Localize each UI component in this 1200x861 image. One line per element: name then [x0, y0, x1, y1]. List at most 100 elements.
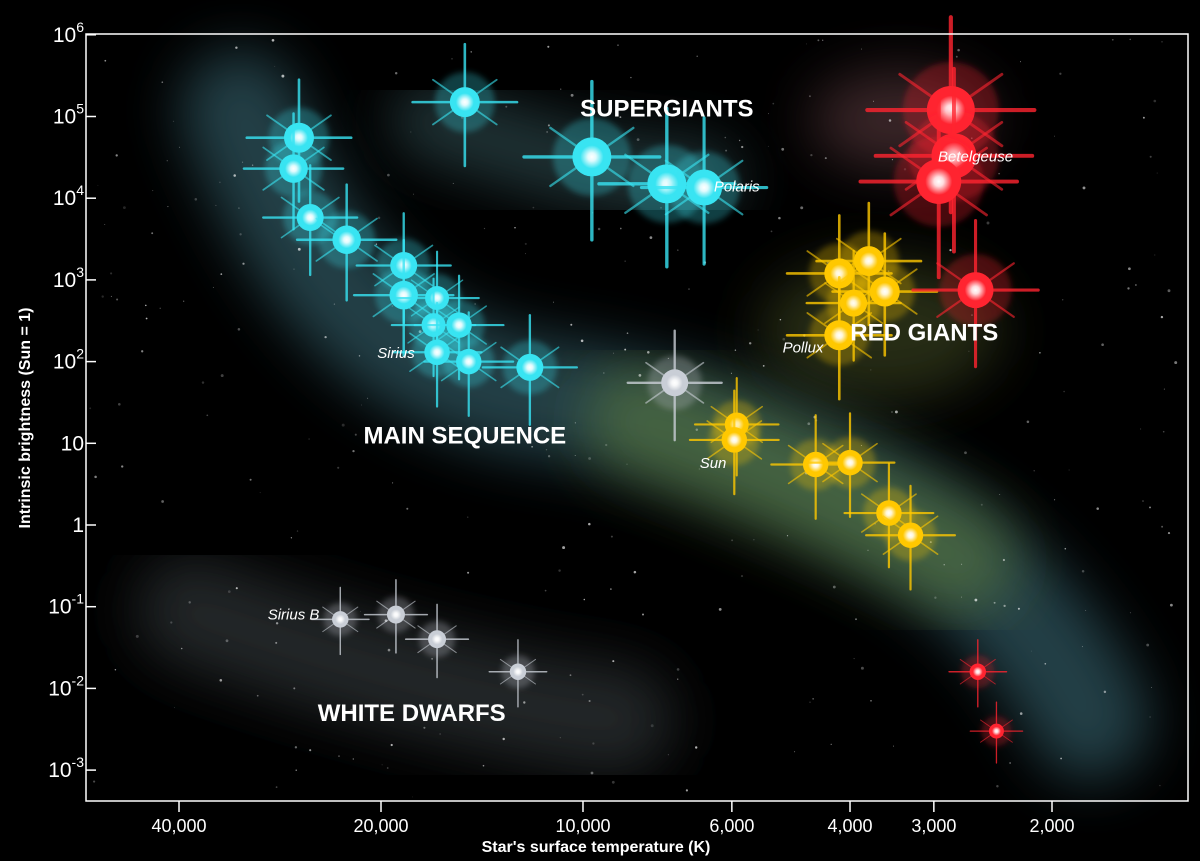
dust-speck	[993, 601, 996, 604]
dust-speck	[624, 348, 627, 351]
dust-speck	[767, 145, 769, 147]
dust-speck	[183, 300, 185, 302]
dust-speck	[1009, 762, 1011, 764]
dust-speck	[667, 754, 669, 756]
region-label-main-sequence: MAIN SEQUENCE	[363, 422, 566, 449]
star-point	[948, 639, 1008, 708]
dust-speck	[235, 46, 238, 49]
star-point	[911, 218, 1040, 369]
star-point	[423, 311, 515, 417]
dust-speck	[531, 446, 533, 448]
dust-speck	[626, 332, 629, 335]
dust-speck	[612, 352, 614, 354]
dust-speck	[256, 694, 259, 697]
dust-speck	[772, 102, 775, 105]
dust-speck	[734, 349, 737, 351]
star-point	[688, 389, 780, 496]
dust-speck	[740, 575, 744, 578]
dust-speck	[1017, 607, 1020, 610]
dust-speck	[431, 657, 434, 660]
star-point	[804, 412, 896, 518]
dust-speck	[448, 425, 450, 427]
dust-speck	[358, 355, 361, 357]
star-point	[858, 92, 1019, 280]
star-point	[785, 275, 893, 401]
dust-speck	[178, 146, 181, 148]
dust-speck	[650, 724, 654, 728]
dust-speck	[352, 758, 354, 760]
dust-speck	[206, 414, 209, 417]
dust-speck	[741, 145, 744, 149]
dust-speck	[94, 475, 97, 479]
dust-speck	[1068, 469, 1070, 471]
dust-speck	[943, 564, 945, 566]
plot-frame	[85, 33, 1189, 802]
dust-speck	[451, 58, 453, 60]
y-tick-label: 104	[53, 182, 84, 210]
dust-speck	[1019, 712, 1023, 715]
dust-speck	[552, 301, 555, 303]
dust-speck	[135, 634, 139, 638]
dust-speck	[483, 227, 486, 230]
dust-speck	[338, 755, 340, 757]
dust-speck	[151, 232, 154, 235]
star-point	[404, 603, 470, 679]
dust-speck	[998, 172, 1000, 175]
star-point	[488, 639, 548, 708]
dust-speck	[1149, 716, 1151, 718]
star-point	[626, 329, 723, 442]
dust-speck	[180, 647, 183, 650]
dust-speck	[170, 621, 173, 624]
dust-speck	[870, 700, 872, 702]
dust-speck	[583, 598, 586, 601]
dust-speck	[617, 44, 619, 46]
dust-speck	[97, 184, 99, 186]
region-labels: SUPERGIANTS RED GIANTS MAIN SEQUENCE WHITE …	[318, 96, 999, 727]
dust-speck	[275, 786, 278, 788]
dust-speck	[532, 206, 535, 209]
dust-speck	[219, 679, 223, 682]
dust-speck	[1039, 351, 1041, 354]
dust-speck	[781, 147, 785, 151]
star-point	[242, 112, 345, 231]
dust-speck	[999, 494, 1001, 496]
dust-speck	[161, 81, 164, 84]
y-tick-base: 10	[48, 677, 71, 700]
dust-speck	[341, 423, 345, 427]
dust-speck	[1053, 135, 1056, 137]
dust-speck	[1151, 687, 1152, 688]
dust-speck	[1167, 532, 1171, 535]
dust-speck	[295, 769, 297, 771]
y-tick-exponent: -1	[72, 591, 85, 607]
dust-speck	[274, 65, 276, 67]
dust-speck	[824, 157, 827, 160]
dust-speck	[406, 507, 409, 510]
dust-speck	[188, 601, 191, 604]
dust-speck	[786, 535, 789, 537]
dust-speck	[619, 227, 622, 230]
dust-speck	[624, 260, 626, 262]
dust-speck	[812, 698, 814, 700]
dust-speck	[602, 372, 605, 374]
dust-speck	[782, 337, 786, 341]
dust-speck	[1146, 643, 1150, 647]
dust-speck	[477, 433, 481, 437]
dust-speck	[114, 668, 117, 671]
dust-speck	[1163, 388, 1165, 390]
dust-speck	[361, 404, 362, 406]
dust-speck	[574, 422, 576, 424]
dust-speck	[832, 585, 836, 589]
dust-speck	[439, 733, 441, 735]
dust-speck	[387, 648, 391, 652]
dust-speck	[626, 463, 628, 465]
x-tick-label: 6,000	[709, 816, 754, 836]
dust-speck	[1156, 172, 1158, 174]
dust-speck	[354, 433, 357, 436]
dust-speck	[545, 449, 548, 451]
dust-speck	[794, 751, 796, 753]
dust-speck	[888, 119, 892, 122]
dust-speck	[558, 569, 561, 572]
dust-speck	[239, 233, 242, 236]
dust-speck	[562, 546, 566, 550]
